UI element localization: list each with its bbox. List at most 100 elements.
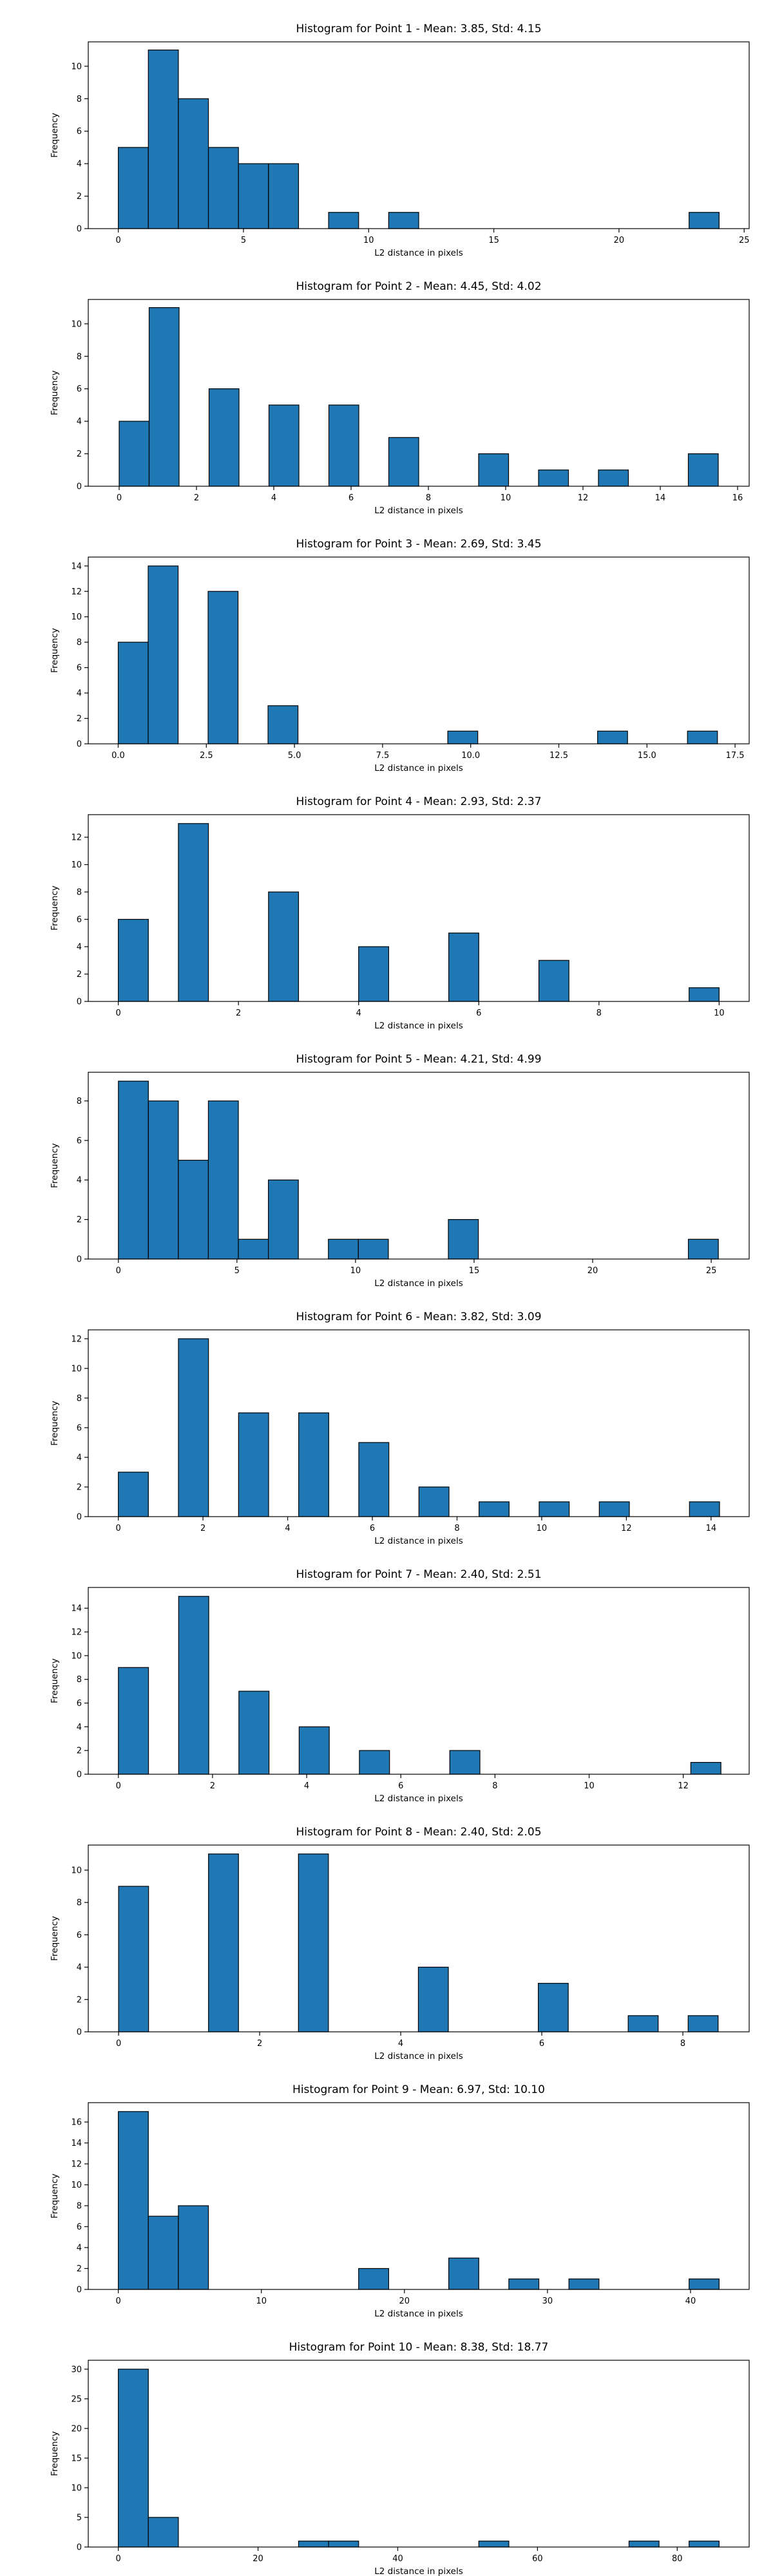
histogram-bar <box>449 1750 481 1775</box>
y-tick-label: 0 <box>77 2286 82 2295</box>
histogram-bar <box>117 641 149 744</box>
x-axis-label: L2 distance in pixels <box>374 763 463 773</box>
x-tick-label: 10 <box>584 1781 595 1791</box>
x-tick-label: 4 <box>304 1781 309 1791</box>
x-tick-label: 14 <box>655 493 666 503</box>
bars <box>118 823 720 1002</box>
bars <box>118 2111 720 2290</box>
x-tick-label: 80 <box>672 2554 683 2564</box>
histogram-bar <box>148 50 179 229</box>
histogram-panel-10: Histogram for Point 10 - Mean: 8.38, Std… <box>50 2341 750 2576</box>
x-tick-label: 10 <box>363 236 374 245</box>
histogram-panel-4: Histogram for Point 4 - Mean: 2.93, Std:… <box>50 795 750 1031</box>
histogram-bar <box>268 891 300 1002</box>
histogram-bar <box>448 1219 479 1260</box>
x-tick-label: 0.0 <box>111 751 125 761</box>
histogram-panel-5: Histogram for Point 5 - Mean: 4.21, Std:… <box>50 1053 750 1289</box>
axes-frame <box>88 41 750 229</box>
x-tick-label: 0 <box>116 2039 121 2049</box>
y-tick-label: 12 <box>71 1628 82 1638</box>
x-tick-label: 4 <box>356 1009 361 1018</box>
y-tick-label: 6 <box>77 1136 82 1146</box>
bars <box>118 2369 720 2548</box>
histogram-bar <box>118 2111 149 2290</box>
histogram-bar <box>598 1501 630 1517</box>
histogram-bar <box>118 2369 149 2548</box>
x-tick-label: 5.0 <box>288 751 301 761</box>
histogram-bar <box>689 2278 720 2290</box>
histogram-panel-3: Histogram for Point 3 - Mean: 2.69, Std:… <box>50 538 750 773</box>
histogram-bar <box>148 307 180 487</box>
x-axis-label: L2 distance in pixels <box>374 1021 463 1031</box>
histogram-bar <box>298 2541 329 2548</box>
x-tick-label: 10 <box>350 1266 361 1276</box>
x-tick-label: 0 <box>117 493 122 503</box>
histogram-bar <box>479 1501 510 1517</box>
x-tick-label: 60 <box>532 2554 543 2564</box>
x-tick-label: 2 <box>200 1524 205 1533</box>
y-axis-label: Frequency <box>50 1143 60 1188</box>
y-tick-label: 14 <box>71 2139 82 2148</box>
y-tick-label: 2 <box>77 1482 82 1492</box>
y-tick-label: 6 <box>77 384 82 394</box>
x-tick-label: 8 <box>454 1524 459 1533</box>
histogram-bar <box>238 1690 270 1775</box>
y-tick-label: 12 <box>71 587 82 597</box>
x-axis-label: L2 distance in pixels <box>374 2051 463 2061</box>
histogram-bar <box>207 147 239 229</box>
histogram-bar <box>268 1179 299 1260</box>
axes-frame <box>88 814 750 1002</box>
y-tick-label: 30 <box>71 2365 82 2374</box>
histogram-bar <box>208 388 240 487</box>
histogram-bar <box>118 1472 149 1517</box>
histogram-bar <box>207 1100 239 1260</box>
chart-title: Histogram for Point 9 - Mean: 6.97, Std:… <box>292 2083 545 2096</box>
y-tick-label: 8 <box>77 1097 82 1106</box>
x-tick-label: 12 <box>678 1781 689 1791</box>
x-tick-label: 20 <box>587 1266 598 1276</box>
y-tick-label: 0 <box>77 482 82 492</box>
histogram-bar <box>178 98 209 229</box>
y-axis-label: Frequency <box>50 370 60 415</box>
chart-title: Histogram for Point 3 - Mean: 2.69, Std:… <box>296 538 541 551</box>
y-tick-label: 14 <box>71 1604 82 1614</box>
y-tick-label: 0 <box>77 2028 82 2038</box>
histogram-bar <box>238 1412 269 1517</box>
y-tick-label: 2 <box>77 450 82 459</box>
histogram-bar <box>298 1853 329 2032</box>
histogram-bar <box>568 2278 600 2290</box>
histogram-bar <box>178 2205 209 2290</box>
y-tick-label: 4 <box>77 2244 82 2253</box>
histogram-bar <box>118 147 149 229</box>
y-tick-label: 2 <box>77 970 82 980</box>
histogram-bar <box>118 1667 149 1775</box>
histogram-panel-1: Histogram for Point 1 - Mean: 3.85, Std:… <box>50 23 750 258</box>
histogram-bar <box>448 933 479 1002</box>
histogram-bar <box>328 2541 359 2548</box>
x-axis-label: L2 distance in pixels <box>374 1536 463 1546</box>
x-tick-label: 5 <box>234 1266 240 1276</box>
chart-title: Histogram for Point 8 - Mean: 2.40, Std:… <box>296 1826 541 1839</box>
x-tick-label: 4 <box>285 1524 290 1533</box>
histogram-bar <box>388 437 419 487</box>
histogram-bar <box>538 469 569 487</box>
chart-title: Histogram for Point 2 - Mean: 4.45, Std:… <box>296 280 541 293</box>
x-tick-label: 17.5 <box>726 751 745 761</box>
y-axis-label: Frequency <box>50 886 60 931</box>
x-tick-label: 25 <box>739 236 750 245</box>
histogram-bar <box>689 2541 720 2548</box>
x-tick-label: 15 <box>469 1266 480 1276</box>
histogram-bar <box>328 404 359 487</box>
histogram-bar <box>118 918 149 1002</box>
x-tick-label: 0 <box>115 236 120 245</box>
histogram-bar <box>148 565 179 744</box>
y-tick-label: 8 <box>77 888 82 898</box>
y-tick-label: 8 <box>77 1394 82 1403</box>
x-tick-label: 2 <box>194 493 199 503</box>
x-tick-label: 25 <box>706 1266 717 1276</box>
histogram-bar <box>687 453 719 487</box>
histogram-bar <box>388 212 419 229</box>
x-tick-label: 4 <box>271 493 276 503</box>
y-tick-label: 10 <box>71 1866 82 1875</box>
